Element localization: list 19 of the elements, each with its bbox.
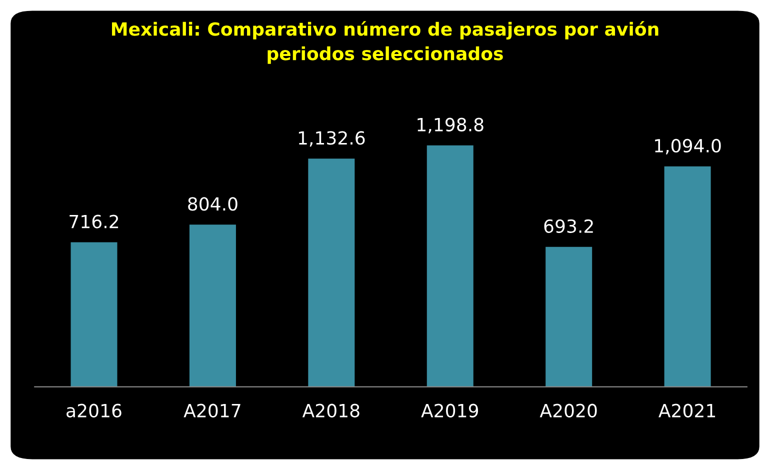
- x-tick-label: A2018: [302, 404, 360, 418]
- data-label: 716.2: [70, 214, 118, 228]
- bar: [308, 158, 355, 387]
- bar: [664, 166, 711, 387]
- data-label: 693.2: [544, 219, 593, 233]
- chart-title: Mexicali: Comparativo número de pasajeros por avión periodos seleccionados: [112, 21, 658, 64]
- x-tick-label: A2019: [421, 404, 478, 418]
- bar: [70, 242, 118, 387]
- x-tick-label: A2017: [184, 404, 240, 418]
- bar: [426, 145, 474, 387]
- bar: [189, 224, 236, 387]
- x-tick-label: a2016: [66, 404, 122, 418]
- data-label: 804.0: [188, 197, 238, 211]
- data-label: 1,198.8: [418, 118, 484, 134]
- bar: [546, 246, 592, 387]
- x-tick-label: A2020: [540, 404, 597, 418]
- data-label: 1,094.0: [655, 138, 721, 154]
- x-tick-label: A2021: [658, 404, 716, 418]
- data-label: 1,132.6: [298, 131, 365, 147]
